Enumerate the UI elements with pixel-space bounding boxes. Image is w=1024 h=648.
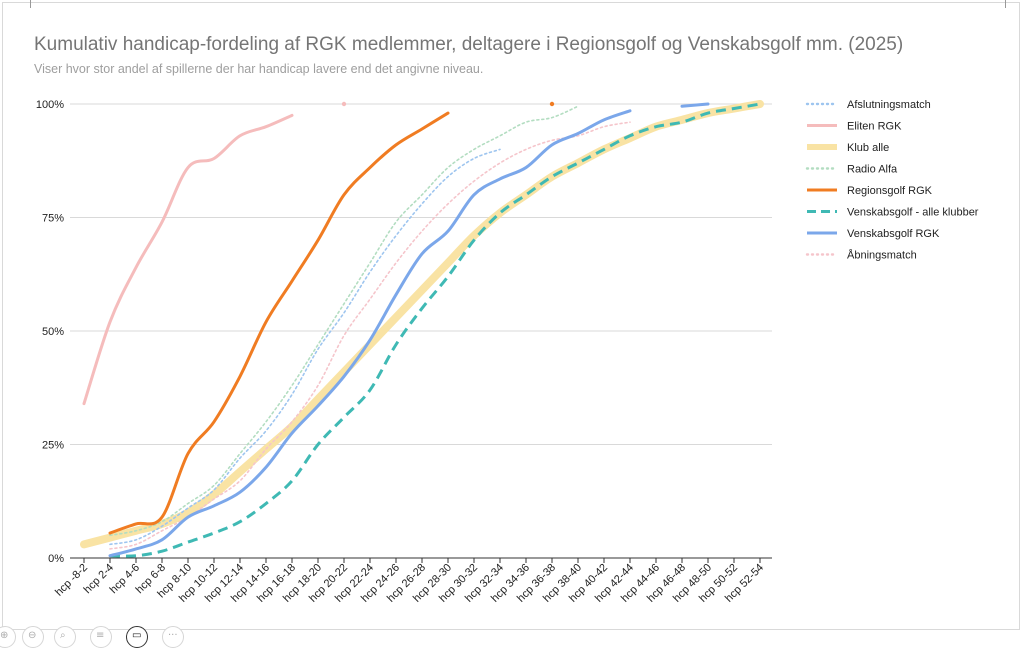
more-icon[interactable]: ··· <box>162 626 184 648</box>
legend-label: Klub alle <box>847 142 889 154</box>
viewer-toolbar: ⊕ ⊖ ⌕ ≡ ▭ ··· <box>0 624 200 648</box>
list-icon[interactable]: ≡ <box>90 626 112 648</box>
legend-label: Radio Alfa <box>847 164 898 176</box>
series-line-venskabsgolf-alle-klubber <box>109 102 761 558</box>
zoom-in-icon[interactable]: ⊕ <box>0 626 16 648</box>
y-tick-label: 50% <box>42 326 64 338</box>
series-line-afslutningsmatch <box>109 148 501 546</box>
series-line-regionsgolf-rgk <box>108 111 450 535</box>
y-tick-label: 100% <box>36 99 64 111</box>
video-icon[interactable]: ▭ <box>126 626 148 648</box>
series-point-eliten-rgk <box>341 101 347 107</box>
series-line--bningsmatch <box>109 121 631 550</box>
chart-subtitle: Viser hvor stor andel af spillerne der h… <box>34 62 484 76</box>
y-tick-label: 0% <box>48 553 64 565</box>
legend-label: Afslutningsmatch <box>847 99 931 111</box>
legend-label: Venskabsgolf - alle klubber <box>847 207 979 219</box>
series-line-radio-alfa <box>109 105 579 537</box>
series-point-regionsgolf-rgk <box>549 101 555 107</box>
series-line-venskabsgolf-rgk <box>680 102 710 108</box>
zoom-out-icon[interactable]: ⊖ <box>22 626 44 648</box>
legend-label: Venskabsgolf RGK <box>847 228 940 240</box>
search-icon[interactable]: ⌕ <box>54 626 76 648</box>
legend-label: Eliten RGK <box>847 121 902 133</box>
y-tick-label: 75% <box>42 213 64 225</box>
x-tick-label: hcp -8-2 <box>53 562 90 599</box>
series-line-eliten-rgk <box>82 113 294 406</box>
legend-label: Åbningsmatch <box>847 249 917 262</box>
legend-label: Regionsgolf RGK <box>847 185 933 197</box>
chart-title: Kumulativ handicap-fordeling af RGK medl… <box>34 34 904 55</box>
window-edge-mark <box>30 0 31 8</box>
window-edge-mark <box>1005 0 1006 8</box>
y-tick-label: 25% <box>42 440 64 452</box>
series-line-venskabsgolf-rgk <box>108 109 632 558</box>
